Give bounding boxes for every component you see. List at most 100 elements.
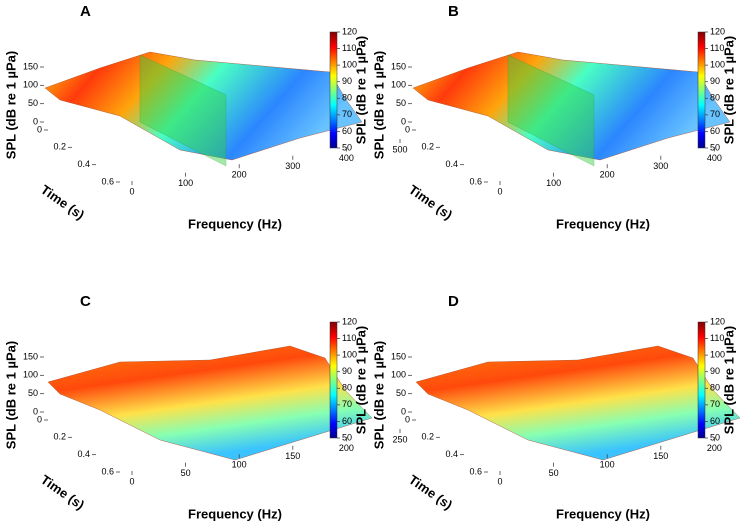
colorbar-tick-label: 50 (710, 432, 720, 442)
z-tick-label: 0 (33, 406, 38, 416)
surface (44, 51, 363, 161)
y-tick-label: 0 (37, 414, 42, 424)
x-tick-label: 300 (653, 161, 668, 171)
z-tick-label: 50 (396, 388, 406, 398)
x-tick-label: 300 (285, 161, 300, 171)
y-axis-label: Time (s) (406, 182, 455, 223)
colorbar-tick-label: 80 (710, 93, 720, 103)
x-axis-label: Frequency (Hz) (556, 506, 650, 521)
panel-letter: B (448, 3, 459, 20)
surface (47, 345, 373, 461)
x-tick-label: 200 (232, 170, 247, 180)
y-tick-label: 0.6 (469, 176, 482, 186)
colorbar-tick-label: 120 (342, 26, 357, 36)
colorbar-tick-label: 120 (710, 316, 725, 326)
z-axis-label: SPL (dB re 1 µPa) (3, 341, 18, 449)
colorbar-tick-label: 50 (710, 142, 720, 152)
z-tick-label: 50 (28, 98, 38, 108)
x-axis-label: Frequency (Hz) (188, 506, 282, 521)
colorbar-tick-label: 80 (710, 383, 720, 393)
y-tick-label: 0.4 (445, 159, 458, 169)
colorbar-tick-label: 120 (710, 26, 725, 36)
z-tick-label: 100 (391, 370, 406, 380)
x-tick-label: 200 (707, 443, 722, 453)
colorbar-tick-label: 70 (710, 399, 720, 409)
z-tick-label: 150 (391, 61, 406, 71)
z-tick-label: 0 (401, 406, 406, 416)
colorbar-tick-label: 90 (710, 76, 720, 86)
colorbar-tick-label: 100 (342, 350, 357, 360)
colorbar-tick-label: 70 (710, 109, 720, 119)
y-axis-label: Time (s) (406, 472, 455, 513)
y-axis-label: Time (s) (38, 472, 87, 513)
panel: A05010015000.20.40.60100200300400500SPL … (3, 3, 407, 231)
x-tick-label: 100 (546, 178, 561, 188)
z-tick-label: 150 (391, 351, 406, 361)
colorbar-tick-label: 100 (342, 60, 357, 70)
z-tick-label: 100 (391, 80, 406, 90)
panel: B 0 50 100 150 0 0.2 0.4 0.6 0 100 200 300 400 500 SPL … (371, 3, 736, 231)
x-tick-label: 400 (707, 153, 722, 163)
colorbar-tick-label: 110 (342, 333, 356, 343)
colorbar-tick-label: 90 (710, 366, 720, 376)
z-tick-label: 150 (23, 61, 38, 71)
surface (412, 51, 731, 161)
x-tick-label: 0 (497, 476, 502, 486)
y-tick-label: 0.4 (77, 449, 90, 459)
x-tick-label: 400 (339, 153, 354, 163)
colorbar (329, 321, 338, 439)
y-tick-label: 0.2 (421, 432, 434, 442)
colorbar-tick-label: 120 (342, 316, 357, 326)
colorbar-tick-label: 70 (342, 109, 352, 119)
colorbar-tick-label: 50 (342, 432, 352, 442)
x-tick-label: 100 (178, 178, 193, 188)
y-axis-label: Time (s) (38, 182, 87, 223)
y-tick-label: 0 (405, 124, 410, 134)
z-axis-label: SPL (dB re 1 µPa) (3, 51, 18, 159)
colorbar-tick-label: 110 (710, 43, 724, 53)
colorbar-tick-label: 110 (710, 333, 724, 343)
x-tick-label: 0 (129, 186, 134, 196)
y-tick-label: 0.6 (101, 466, 114, 476)
colorbar (329, 31, 338, 149)
y-tick-label: 0 (37, 124, 42, 134)
colorbar-tick-label: 50 (342, 142, 352, 152)
colorbar (697, 31, 706, 149)
colorbar-tick-label: 60 (710, 126, 720, 136)
panel-letter: C (80, 293, 91, 310)
colorbar (697, 321, 706, 439)
colorbar-label: SPL (dB re 1 µPa) (353, 36, 368, 144)
z-tick-label: 0 (33, 116, 38, 126)
colorbar-tick-label: 80 (342, 93, 352, 103)
colorbar-tick-label: 60 (342, 126, 352, 136)
slice-plane (139, 54, 227, 167)
z-axis-label: SPL (dB re 1 µPa) (371, 341, 386, 449)
colorbar-tick-label: 60 (342, 416, 352, 426)
z-tick-label: 0 (401, 116, 406, 126)
colorbar-label: SPL (dB re 1 µPa) (353, 326, 368, 434)
x-tick-label: 100 (232, 460, 247, 470)
colorbar-tick-label: 90 (342, 366, 352, 376)
colorbar-label: SPL (dB re 1 µPa) (721, 36, 736, 144)
x-tick-label: 500 (392, 144, 407, 154)
panel-letter: D (448, 293, 459, 310)
colorbar-tick-label: 100 (710, 350, 725, 360)
y-tick-label: 0.6 (469, 466, 482, 476)
surface (415, 345, 740, 461)
z-tick-label: 150 (23, 351, 38, 361)
z-tick-label: 50 (28, 388, 38, 398)
z-axis-label: SPL (dB re 1 µPa) (371, 51, 386, 159)
x-tick-label: 150 (285, 451, 300, 461)
x-tick-label: 200 (600, 170, 615, 180)
x-tick-label: 0 (129, 476, 134, 486)
colorbar-tick-label: 80 (342, 383, 352, 393)
colorbar-tick-label: 100 (710, 60, 725, 70)
z-tick-label: 100 (23, 370, 38, 380)
colorbar-tick-label: 60 (710, 416, 720, 426)
z-tick-label: 50 (396, 98, 406, 108)
y-tick-label: 0.6 (101, 176, 114, 186)
x-tick-label: 100 (600, 460, 615, 470)
y-tick-label: 0.2 (53, 142, 66, 152)
z-tick-label: 100 (23, 80, 38, 90)
